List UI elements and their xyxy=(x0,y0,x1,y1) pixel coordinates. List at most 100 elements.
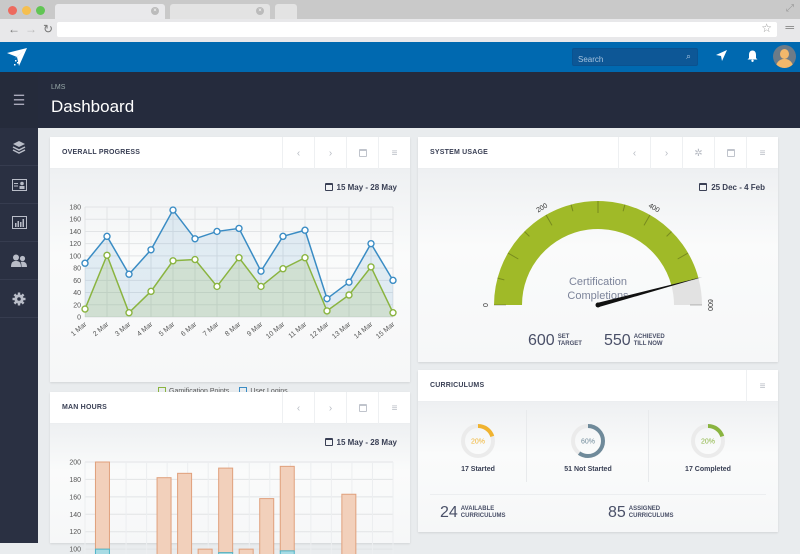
back-icon[interactable]: ← xyxy=(8,22,20,36)
search-icon[interactable]: ⌕ xyxy=(685,51,691,61)
date-range[interactable]: 15 May - 28 May xyxy=(324,183,397,192)
overall-progress-panel: OVERALL PROGRESS ‹ › ≡ 15 May - 28 May 0… xyxy=(50,137,410,395)
panel-body: 15 May - 28 May 0 20 40 60 80 100 120 140 160 180… xyxy=(50,169,410,395)
window-controls xyxy=(8,6,45,15)
svg-text:100: 100 xyxy=(69,547,81,554)
svg-text:40: 40 xyxy=(73,290,81,297)
panel-header: MAN HOURS ‹ › ≡ xyxy=(50,392,410,424)
calendar-icon xyxy=(324,438,333,446)
panel-title: OVERALL PROGRESS xyxy=(62,149,141,156)
svg-text:200: 200 xyxy=(535,202,549,214)
next-button[interactable]: › xyxy=(650,137,682,169)
prev-button[interactable]: ‹ xyxy=(618,137,650,169)
fullscreen-icon[interactable]: ⤢ xyxy=(786,3,794,14)
chevron-left-icon: ‹ xyxy=(296,402,301,414)
achieved-stat: 550 ACHIEVED TILL NOW xyxy=(604,332,665,349)
calendar-button[interactable] xyxy=(346,137,378,169)
minimize-window-button[interactable] xyxy=(22,6,31,15)
date-range[interactable]: 25 Dec - 4 Feb xyxy=(699,183,765,192)
chevron-left-icon: ‹ xyxy=(632,147,637,159)
close-tab-icon[interactable]: × xyxy=(256,7,264,15)
menu-button[interactable]: ≡ xyxy=(746,370,778,402)
donut-started[interactable]: 20% 17 Started xyxy=(438,422,518,510)
system-usage-panel: SYSTEM USAGE ‹ › ✲ ≡ 25 Dec - 4 Feb 0 200… xyxy=(418,137,778,362)
sidebar-item-users[interactable] xyxy=(0,242,38,280)
reload-icon[interactable]: ↻ xyxy=(43,22,54,36)
svg-text:10 Mar: 10 Mar xyxy=(265,321,287,341)
svg-text:140: 140 xyxy=(69,512,81,519)
chevron-left-icon: ‹ xyxy=(296,147,301,159)
browser-tab-2[interactable]: × xyxy=(170,4,270,19)
search-input[interactable] xyxy=(573,51,673,68)
svg-text:14 Mar: 14 Mar xyxy=(353,321,375,341)
panel-header: CURRICULUMS ≡ xyxy=(418,370,778,402)
donut-not-started[interactable]: 60% 51 Not Started xyxy=(548,422,628,510)
prev-button[interactable]: ‹ xyxy=(282,392,314,424)
browser-tab-1[interactable]: × xyxy=(55,4,165,19)
chevron-right-icon: › xyxy=(328,402,333,414)
date-range[interactable]: 15 May - 28 May xyxy=(324,438,397,447)
svg-text:160: 160 xyxy=(69,494,81,501)
menu-icon: ≡ xyxy=(759,147,766,159)
menu-button[interactable]: ≡ xyxy=(378,137,410,169)
sidebar-item-layers[interactable] xyxy=(0,128,38,166)
svg-text:60%: 60% xyxy=(581,439,595,446)
address-input[interactable] xyxy=(57,22,777,37)
calendar-button[interactable] xyxy=(346,392,378,424)
svg-text:6 Mar: 6 Mar xyxy=(180,321,199,338)
menu-icon: ≡ xyxy=(391,402,398,414)
paper-plane-logo[interactable] xyxy=(6,46,28,68)
layers-icon xyxy=(12,140,26,154)
avatar[interactable] xyxy=(773,45,796,68)
svg-text:200: 200 xyxy=(69,460,81,467)
bookmark-star-icon[interactable]: ☆ xyxy=(761,21,772,35)
panel-title: MAN HOURS xyxy=(62,404,107,411)
svg-text:4 Mar: 4 Mar xyxy=(136,321,155,338)
sidebar: ☰ xyxy=(0,72,38,543)
svg-text:11 Mar: 11 Mar xyxy=(287,321,308,340)
settings-button[interactable]: ✲ xyxy=(682,137,714,169)
panel-body: 15 May - 28 May 6080100120140160180200 xyxy=(50,424,410,554)
prev-button[interactable]: ‹ xyxy=(282,137,314,169)
close-window-button[interactable] xyxy=(8,6,17,15)
id-card-icon xyxy=(11,178,27,191)
calendar-button[interactable] xyxy=(714,137,746,169)
svg-text:20%: 20% xyxy=(701,439,715,446)
next-button[interactable]: › xyxy=(314,137,346,169)
panel-body xyxy=(418,402,778,532)
calendar-icon xyxy=(699,183,708,191)
donut-chart: 60% xyxy=(571,424,605,458)
svg-text:5 Mar: 5 Mar xyxy=(158,321,177,338)
svg-text:Certification: Certification xyxy=(569,276,627,288)
bell-icon[interactable] xyxy=(747,50,758,65)
svg-text:120: 120 xyxy=(69,529,81,536)
new-tab-button[interactable] xyxy=(275,4,297,19)
maximize-window-button[interactable] xyxy=(36,6,45,15)
menu-button[interactable]: ≡ xyxy=(746,137,778,169)
calendar-icon xyxy=(358,149,367,157)
svg-text:0: 0 xyxy=(77,315,81,322)
svg-text:13 Mar: 13 Mar xyxy=(331,321,353,341)
page-header: LMS Dashboard xyxy=(38,72,800,128)
sidebar-item-profile-card[interactable] xyxy=(0,166,38,204)
menu-button[interactable]: ≡ xyxy=(378,392,410,424)
donut-chart: 20% xyxy=(691,424,725,458)
panel-body: 25 Dec - 4 Feb 0 200 400 600 Certification Co… xyxy=(418,169,778,362)
calendar-icon xyxy=(324,183,333,191)
breadcrumb[interactable]: LMS xyxy=(51,84,66,91)
users-icon xyxy=(11,254,27,267)
navigation-arrow-icon[interactable] xyxy=(716,50,727,64)
sidebar-item-reports[interactable] xyxy=(0,204,38,242)
svg-text:400: 400 xyxy=(647,202,661,214)
svg-text:1 Mar: 1 Mar xyxy=(70,321,89,338)
next-button[interactable]: › xyxy=(314,392,346,424)
close-tab-icon[interactable]: × xyxy=(151,7,159,15)
forward-icon[interactable]: → xyxy=(25,22,37,36)
browser-menu-icon[interactable]: ═ xyxy=(785,20,794,34)
donut-completed[interactable]: 20% 17 Completed xyxy=(668,422,748,510)
hamburger-menu-icon[interactable]: ☰ xyxy=(0,72,38,128)
sidebar-item-settings[interactable] xyxy=(0,280,38,318)
svg-text:3 Mar: 3 Mar xyxy=(114,321,133,338)
search-box[interactable]: ⌕ xyxy=(572,48,698,68)
available-curriculums-stat: 24 AVAILABLE CURRICULUMS xyxy=(440,504,506,521)
